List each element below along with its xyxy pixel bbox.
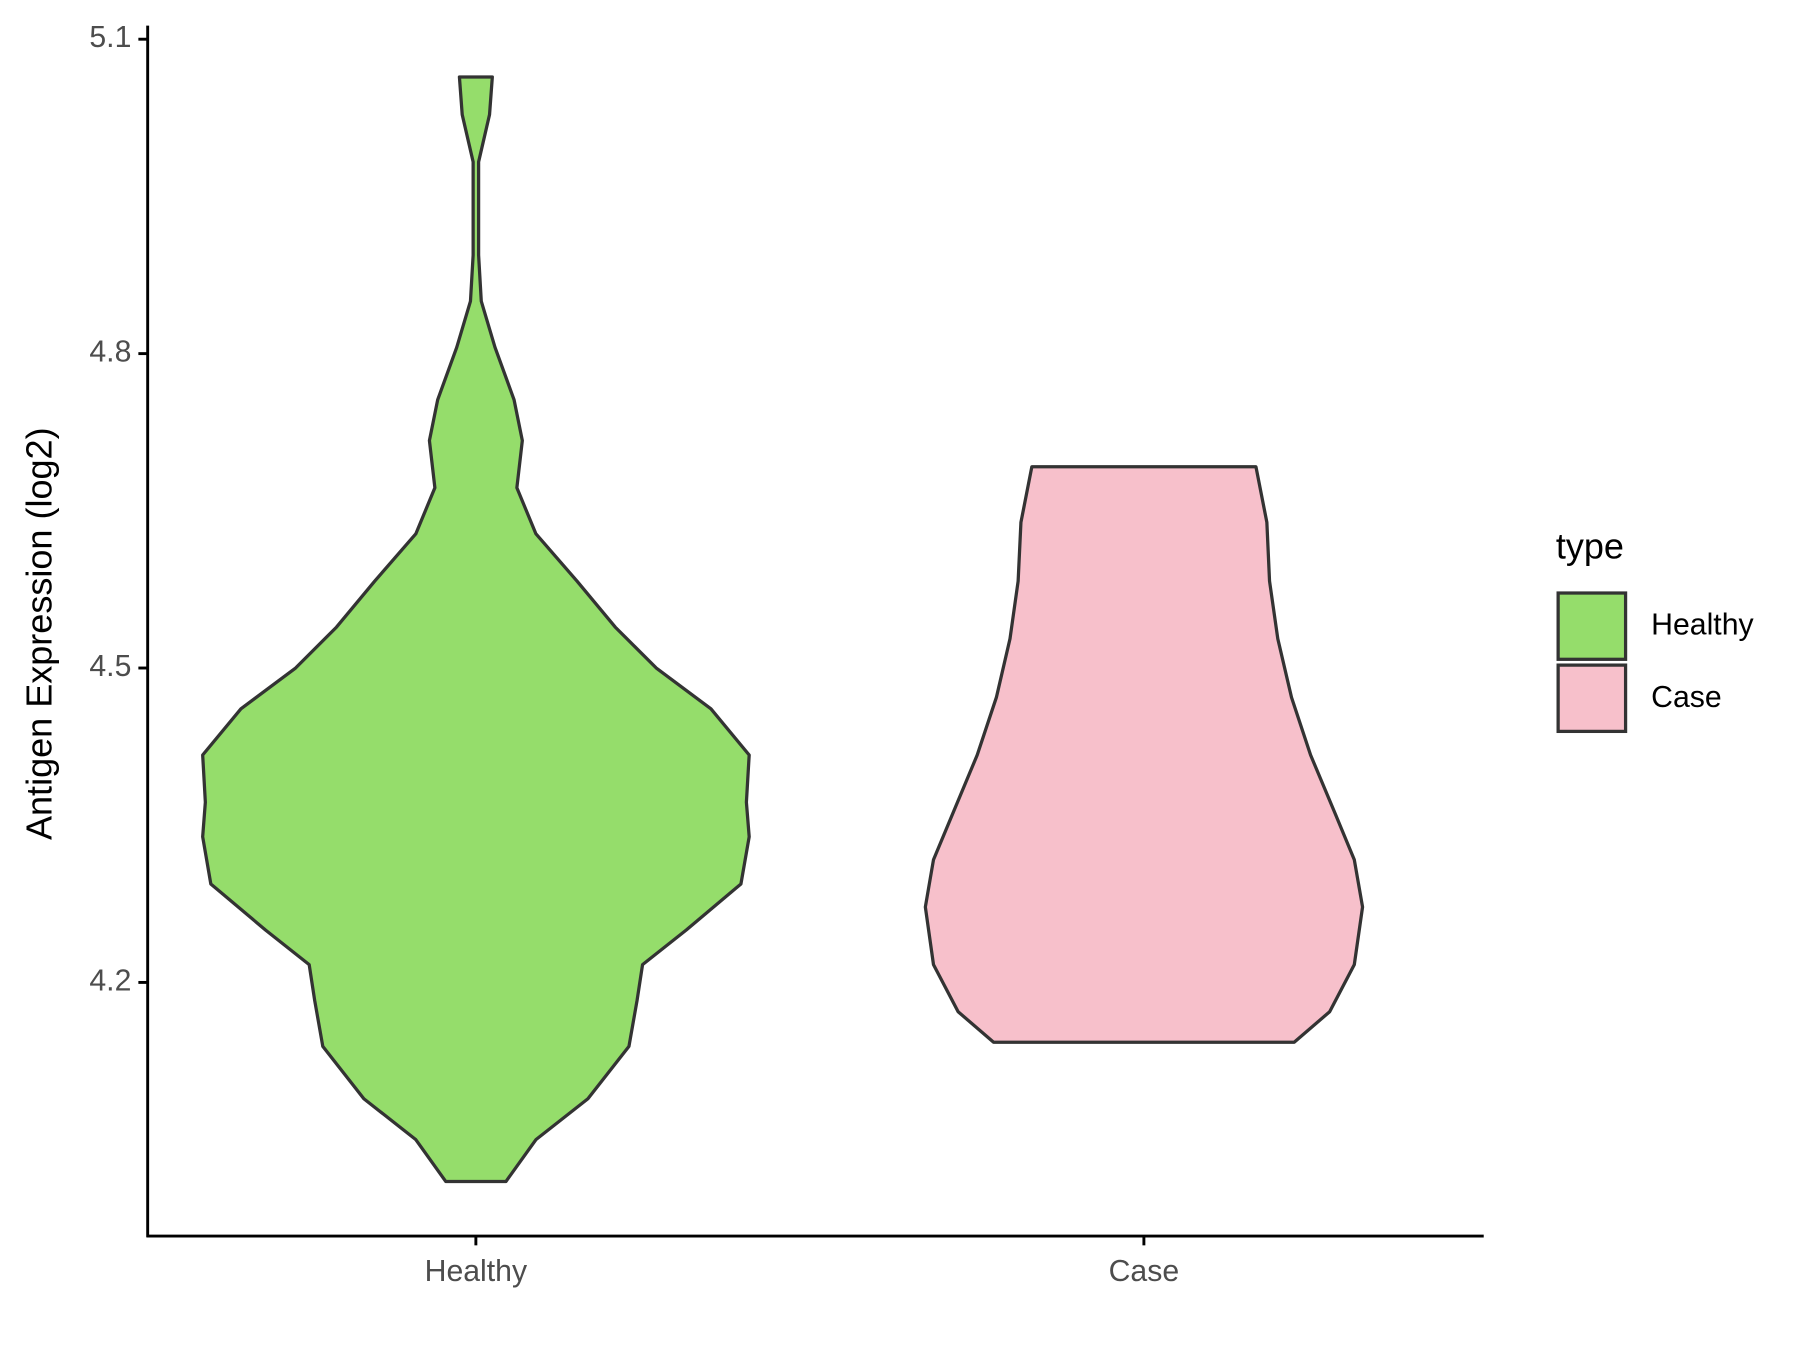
y-tick-label: 4.5 <box>89 650 131 683</box>
legend-key <box>1556 663 1628 734</box>
y-axis-label: Antigen Expression (log2) <box>18 427 59 840</box>
legend-label: Case <box>1651 681 1722 714</box>
violin <box>923 465 1365 1044</box>
violin <box>201 75 751 1184</box>
legend-label: Healthy <box>1651 609 1754 642</box>
y-tick-label: 4.8 <box>89 336 131 369</box>
legend-key <box>1556 591 1628 661</box>
legend-title: type <box>1556 525 1624 566</box>
x-tick-label: Case <box>1109 1255 1180 1288</box>
x-tick-label: Healthy <box>425 1255 528 1288</box>
y-tick-label: 4.2 <box>89 964 131 997</box>
y-tick-label: 5.1 <box>89 21 131 54</box>
